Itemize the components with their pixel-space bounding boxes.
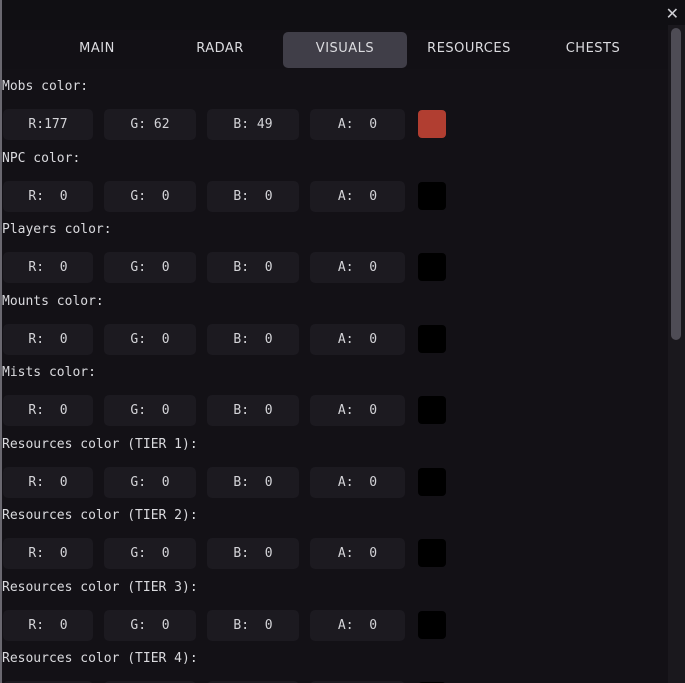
color-setting-label: Resources color (TIER 4): (2, 651, 198, 666)
g-channel-input[interactable]: G: 62 (104, 109, 196, 140)
color-setting-row: Resources color (TIER 4): (0, 641, 668, 683)
color-setting-label: NPC color: (2, 150, 81, 166)
color-swatch[interactable] (418, 110, 446, 138)
g-channel-input[interactable] (104, 681, 196, 683)
r-channel-input[interactable]: R: 0 (3, 180, 93, 212)
tab-chests[interactable]: CHESTS (565, 41, 621, 56)
r-channel-input[interactable]: R: 0 (3, 252, 93, 283)
r-channel-input[interactable]: R:177 (3, 109, 93, 140)
close-icon[interactable]: ✕ (665, 4, 679, 23)
r-channel-input[interactable]: R: 0 (3, 538, 93, 569)
color-setting-row: Mobs color: R:177 G: 62 B: 49 A: 0 (0, 69, 668, 141)
b-channel-input[interactable]: B: 0 (207, 323, 299, 355)
tab-resources[interactable]: RESOURCES (427, 41, 511, 56)
color-setting-label: Mists color: (2, 365, 96, 380)
color-swatch[interactable] (418, 610, 446, 639)
color-swatch[interactable] (418, 253, 446, 281)
g-channel-input[interactable]: G: 0 (104, 395, 196, 426)
a-channel-input[interactable]: A: 0 (310, 180, 405, 212)
tab-main[interactable]: MAIN (79, 41, 115, 56)
b-channel-input[interactable]: B: 49 (207, 109, 299, 140)
color-setting-label: Mounts color: (2, 293, 104, 309)
b-channel-input[interactable]: B: 0 (207, 180, 299, 212)
g-channel-input[interactable]: G: 0 (104, 323, 196, 355)
color-swatch[interactable] (418, 396, 446, 424)
color-setting-row: Mounts color: R: 0 G: 0 B: 0 A: 0 (0, 284, 668, 356)
color-setting-row: NPC color: R: 0 G: 0 B: 0 A: 0 (0, 141, 668, 213)
a-channel-input[interactable] (310, 681, 405, 683)
color-swatch[interactable] (418, 467, 446, 496)
r-channel-input[interactable]: R: 0 (3, 323, 93, 355)
tab-radar[interactable]: RADAR (196, 41, 244, 56)
scrollbar[interactable] (668, 25, 685, 683)
color-swatch[interactable] (418, 181, 446, 210)
b-channel-input[interactable]: B: 0 (207, 538, 299, 569)
a-channel-input[interactable]: A: 0 (310, 466, 405, 498)
g-channel-input[interactable]: G: 0 (104, 609, 196, 641)
b-channel-input[interactable]: B: 0 (207, 395, 299, 426)
g-channel-input[interactable]: G: 0 (104, 180, 196, 212)
r-channel-input[interactable] (3, 681, 93, 683)
a-channel-input[interactable]: A: 0 (310, 252, 405, 283)
r-channel-input[interactable]: R: 0 (3, 466, 93, 498)
b-channel-input[interactable]: B: 0 (207, 609, 299, 641)
color-setting-label: Players color: (2, 222, 112, 237)
a-channel-input[interactable]: A: 0 (310, 609, 405, 641)
color-setting-label: Resources color (TIER 3): (2, 579, 198, 595)
color-setting-label: Mobs color: (2, 79, 89, 94)
color-setting-label: Resources color (TIER 2): (2, 508, 198, 523)
g-channel-input[interactable]: G: 0 (104, 252, 196, 283)
color-setting-row: Players color: R: 0 G: 0 B: 0 A: 0 (0, 212, 668, 284)
r-channel-input[interactable]: R: 0 (3, 609, 93, 641)
color-setting-row: Resources color (TIER 3): R: 0 G: 0 B: 0 A: … (0, 570, 668, 642)
title-bar (0, 0, 685, 30)
a-channel-input[interactable]: A: 0 (310, 323, 405, 355)
tab-bar: MAIN RADAR VISUALS RESOURCES CHESTS (2, 30, 668, 69)
b-channel-input[interactable]: B: 0 (207, 252, 299, 283)
color-setting-row: Resources color (TIER 1): R: 0 G: 0 B: 0 A: … (0, 427, 668, 499)
color-setting-row: Mists color: R: 0 G: 0 B: 0 A: 0 (0, 355, 668, 427)
color-swatch[interactable] (418, 324, 446, 353)
color-swatch[interactable] (418, 539, 446, 567)
visuals-panel: Mobs color: R:177 G: 62 B: 49 A: 0 NPC color:… (0, 69, 668, 683)
g-channel-input[interactable]: G: 0 (104, 538, 196, 569)
a-channel-input[interactable]: A: 0 (310, 395, 405, 426)
a-channel-input[interactable]: A: 0 (310, 538, 405, 569)
window-border (0, 0, 2, 683)
g-channel-input[interactable]: G: 0 (104, 466, 196, 498)
b-channel-input[interactable] (207, 681, 299, 683)
r-channel-input[interactable]: R: 0 (3, 395, 93, 426)
color-setting-label: Resources color (TIER 1): (2, 436, 198, 452)
color-setting-row: Resources color (TIER 2): R: 0 G: 0 B: 0 A: … (0, 498, 668, 570)
scrollbar-thumb[interactable] (671, 28, 681, 340)
a-channel-input[interactable]: A: 0 (310, 109, 405, 140)
b-channel-input[interactable]: B: 0 (207, 466, 299, 498)
tab-visuals[interactable]: VISUALS (283, 32, 407, 68)
